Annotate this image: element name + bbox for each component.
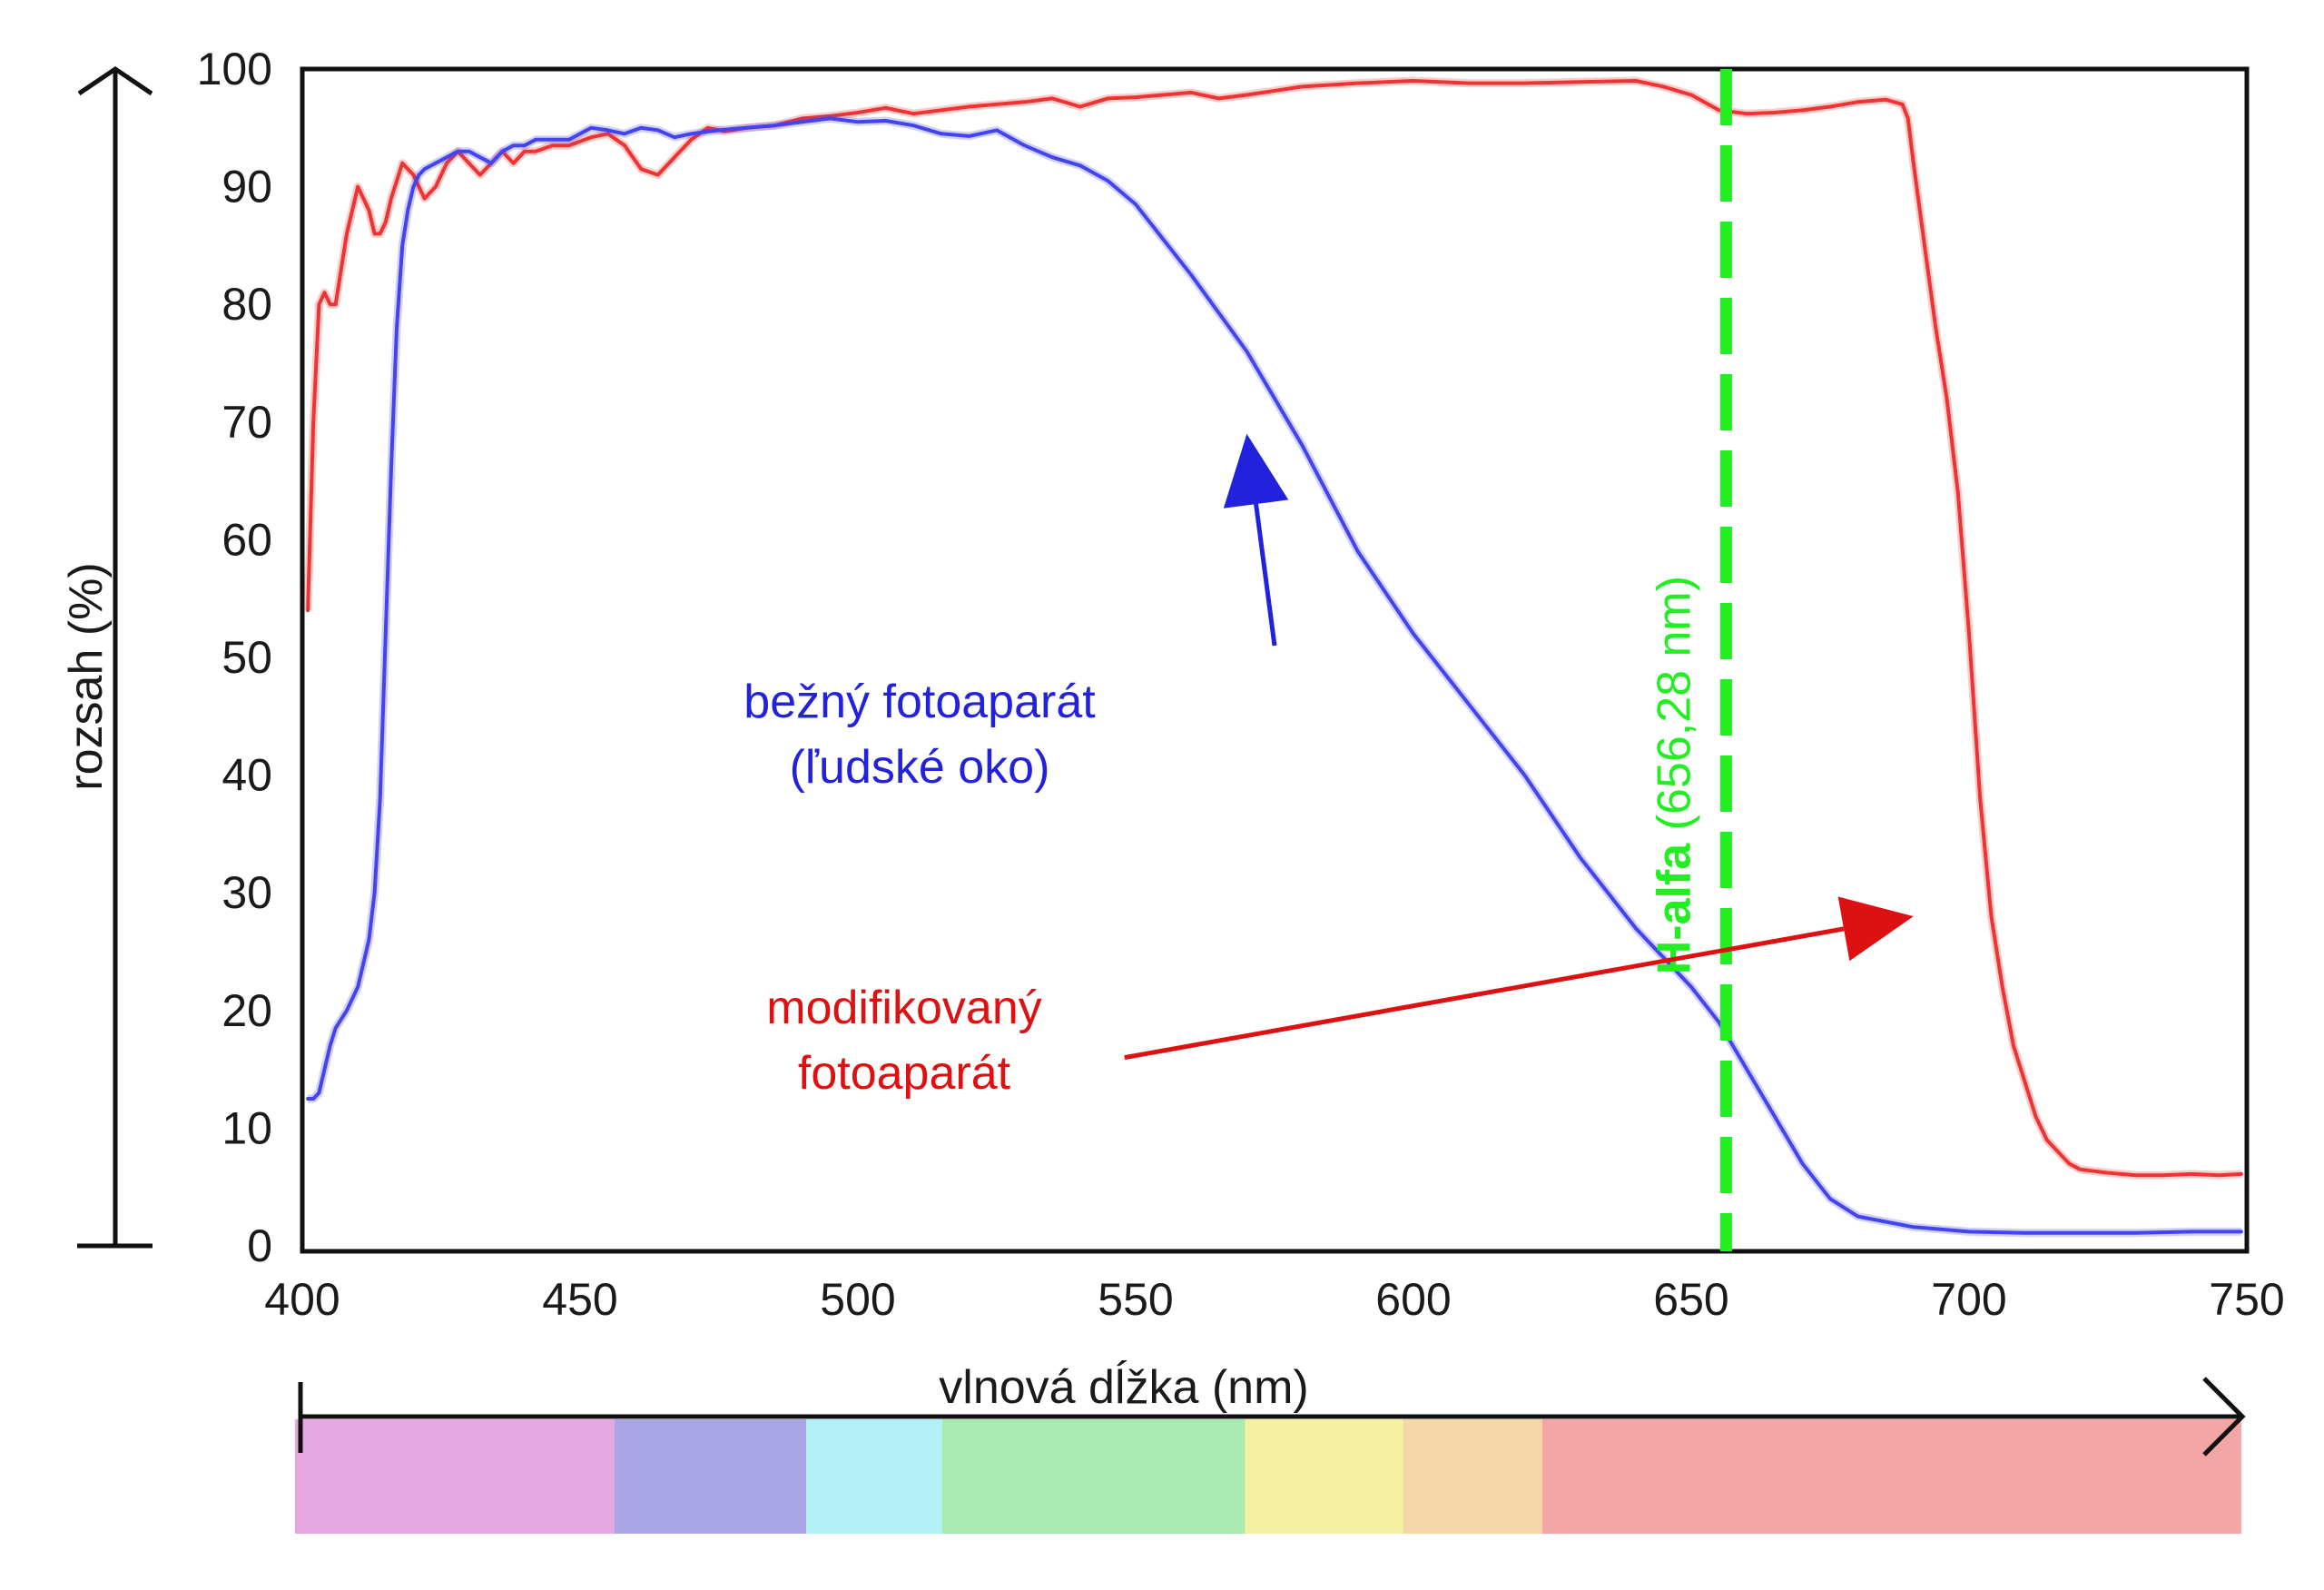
y-axis-arrow	[77, 65, 153, 1249]
y-tick-label: 70	[222, 397, 272, 448]
spectrum-segment	[1541, 1419, 2241, 1534]
normal-camera-label: (ľudské oko)	[790, 741, 1050, 794]
spectrum-segment	[295, 1419, 615, 1534]
series-glow	[308, 114, 2241, 1238]
spectrum-segment	[806, 1419, 943, 1534]
y-axis-title: rozsah (%)	[60, 562, 113, 790]
y-tick-label: 60	[222, 514, 272, 565]
modified-camera-line	[306, 79, 2243, 1178]
y-tick-label: 80	[222, 279, 272, 330]
spectrum-segment	[1245, 1419, 1404, 1534]
modified-camera-label: fotoaparát	[798, 1047, 1011, 1100]
x-tick-label: 750	[2209, 1274, 2284, 1325]
x-axis-arrow	[298, 1377, 2246, 1457]
x-tick-label: 550	[1098, 1274, 1173, 1325]
normal-camera-arrow	[1254, 503, 1277, 647]
y-tick-label: 10	[222, 1102, 272, 1153]
plot-frame	[300, 66, 2250, 1254]
y-tick-label: 40	[222, 750, 272, 801]
x-tick-label: 650	[1653, 1274, 1728, 1325]
modified-camera-arrowhead	[1837, 896, 1914, 962]
y-tick-label: 20	[222, 985, 272, 1036]
x-tick-label: 400	[264, 1274, 340, 1325]
x-axis-title: vlnová dĺžka (nm)	[939, 1360, 1308, 1414]
x-tick-label: 600	[1375, 1274, 1451, 1325]
x-tick-label: 700	[1931, 1274, 2006, 1325]
normal-camera-line	[306, 116, 2243, 1235]
y-tick-label: 50	[222, 632, 272, 683]
y-tick-label: 0	[247, 1220, 272, 1271]
visible-spectrum-band	[295, 1419, 2241, 1534]
normal-camera-label: bežný fotoaparát	[743, 676, 1096, 728]
y-tick-label: 30	[222, 867, 272, 918]
y-tick-label: 100	[197, 44, 272, 94]
x-tick-label: 500	[820, 1274, 895, 1325]
normal-camera-arrowhead	[1223, 433, 1289, 509]
modified-camera-label: modifikovaný	[766, 982, 1041, 1034]
spectrum-segment	[1403, 1419, 1543, 1534]
series-glow	[303, 76, 2242, 1180]
y-tick-label: 90	[222, 162, 272, 212]
spectrum-segment	[614, 1419, 807, 1534]
spectrum-segment	[941, 1419, 1246, 1534]
x-tick-label: 450	[542, 1274, 617, 1325]
modified-camera-arrow	[1124, 926, 1845, 1061]
h-alpha-label: H-alfa (656,28 nm)	[1648, 576, 1700, 974]
